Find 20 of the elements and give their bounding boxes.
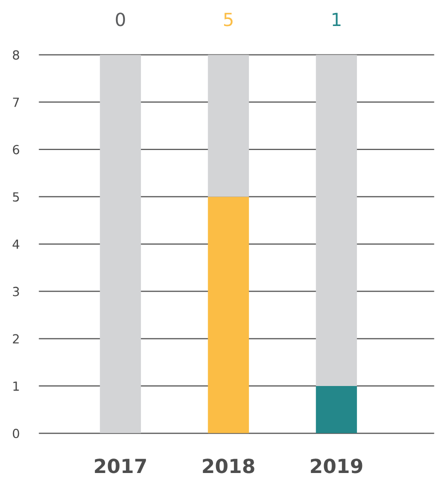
y-tick-label: 4 [12,240,20,249]
y-tick-label: 1 [13,382,19,391]
x-tick-label: 2017 [94,458,146,474]
x-tick-label: 2018 [202,458,254,474]
annotation: 5 [224,12,233,26]
y-tick-label: 5 [12,192,19,202]
y-tick-label: 8 [12,50,20,60]
y-tick-label: 6 [12,144,20,154]
bar [208,196,249,434]
bar [100,54,141,434]
x-tick-label: 2019 [310,458,362,474]
annotation: 0 [116,12,125,26]
y-tick-label: 3 [12,286,19,296]
y-tick-label: 7 [13,98,19,107]
bar [208,54,249,197]
y-tick-label: 2 [12,334,19,344]
bar [316,386,357,434]
y-tick-label: 0 [12,428,20,438]
annotation: 1 [332,12,340,26]
bar [316,54,357,386]
